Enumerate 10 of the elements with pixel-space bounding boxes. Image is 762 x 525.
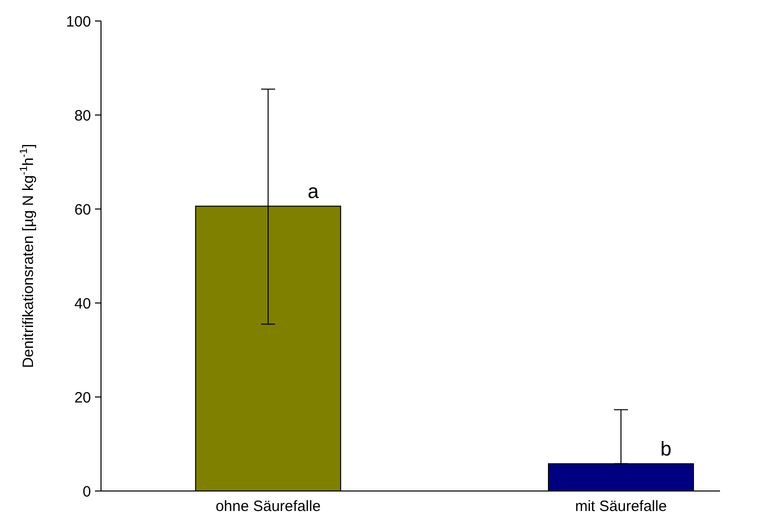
x-tick-label: ohne Säurefalle xyxy=(216,498,321,515)
y-tick-label: 0 xyxy=(82,483,91,500)
y-tick-label: 80 xyxy=(74,107,91,124)
annotation: a xyxy=(308,181,320,204)
x-tick-label: mit Säurefalle xyxy=(575,498,667,515)
y-tick-label: 40 xyxy=(74,295,91,312)
y-tick-label: 100 xyxy=(66,13,91,30)
y-tick-label: 60 xyxy=(74,201,91,218)
annotation: b xyxy=(660,438,672,461)
y-tick-label: 20 xyxy=(74,389,91,406)
